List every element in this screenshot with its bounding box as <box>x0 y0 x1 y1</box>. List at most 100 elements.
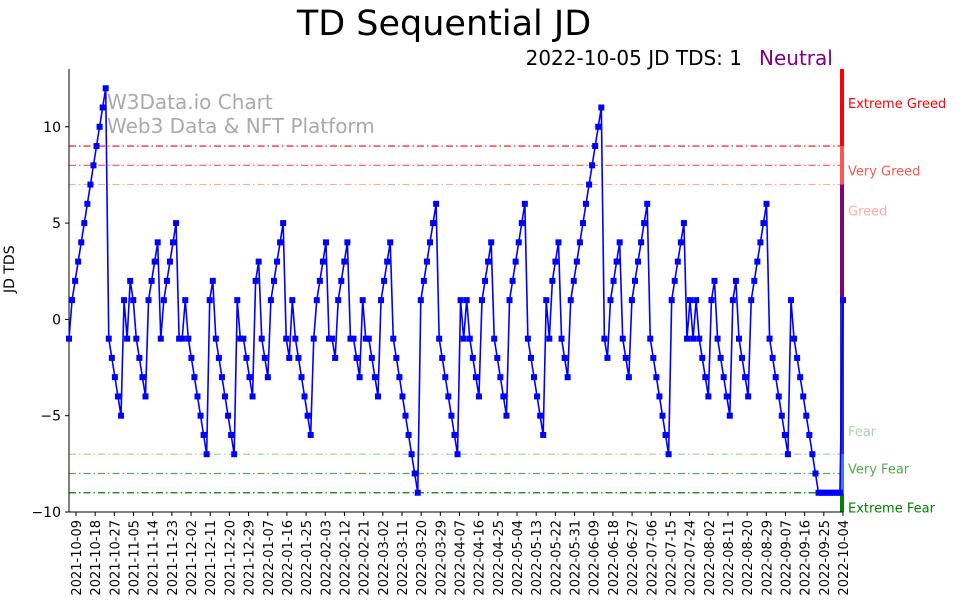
data-point <box>130 297 137 304</box>
data-point <box>423 258 430 265</box>
data-point <box>635 258 642 265</box>
data-point <box>739 354 746 361</box>
x-tick-label: 2021-12-11 <box>204 520 219 596</box>
data-point <box>564 374 571 381</box>
zone-bar-segment <box>840 69 844 147</box>
data-point <box>200 431 207 438</box>
data-point <box>124 335 131 342</box>
x-tick-label: 2022-02-12 <box>338 520 353 596</box>
data-point <box>237 335 244 342</box>
data-point <box>763 200 770 207</box>
x-tick-label: 2022-08-02 <box>703 520 718 596</box>
data-point <box>414 489 421 496</box>
data-point <box>433 200 440 207</box>
data-point <box>735 335 742 342</box>
data-point <box>188 354 195 361</box>
zone-bar-segment <box>840 454 844 493</box>
data-point <box>436 335 443 342</box>
data-point <box>573 258 580 265</box>
data-point <box>607 297 614 304</box>
x-tick-label: 2022-07-24 <box>684 520 699 596</box>
data-point <box>576 239 583 246</box>
data-point <box>66 335 72 342</box>
data-point <box>506 297 513 304</box>
data-point <box>638 239 645 246</box>
x-tick-label: 2022-01-16 <box>281 520 296 596</box>
data-point <box>121 297 128 304</box>
data-point <box>283 335 290 342</box>
data-point <box>426 239 433 246</box>
data-point <box>671 277 678 284</box>
data-point <box>319 258 326 265</box>
data-point <box>555 239 562 246</box>
data-point <box>191 374 198 381</box>
x-tick-label: 2021-10-18 <box>89 520 104 596</box>
data-point <box>393 354 400 361</box>
data-point <box>631 277 638 284</box>
data-point <box>687 297 694 304</box>
data-point <box>160 297 167 304</box>
data-point <box>748 297 755 304</box>
data-point <box>500 393 507 400</box>
data-point <box>371 374 378 381</box>
data-point <box>118 412 125 419</box>
data-point <box>145 297 152 304</box>
data-point <box>775 393 782 400</box>
data-point <box>558 335 565 342</box>
data-point <box>136 354 143 361</box>
data-point <box>512 258 519 265</box>
data-point <box>742 374 749 381</box>
x-tick-label: 2022-03-29 <box>434 520 449 596</box>
data-point <box>696 335 703 342</box>
data-point <box>420 277 427 284</box>
data-point <box>408 451 415 458</box>
data-point <box>518 220 525 227</box>
data-point <box>384 258 391 265</box>
data-point <box>255 258 262 265</box>
data-point <box>209 277 216 284</box>
data-point <box>197 412 204 419</box>
data-point <box>173 220 180 227</box>
x-tick-label: 2021-12-20 <box>223 520 238 596</box>
data-point <box>280 220 287 227</box>
data-point <box>105 335 112 342</box>
x-tick-label: 2022-02-21 <box>358 520 373 596</box>
data-point <box>628 297 635 304</box>
data-point <box>353 354 360 361</box>
data-point <box>589 162 596 169</box>
data-point <box>295 354 302 361</box>
data-point <box>668 297 675 304</box>
data-point <box>803 412 810 419</box>
data-point <box>561 354 568 361</box>
data-point <box>417 297 424 304</box>
data-point <box>531 374 538 381</box>
data-point <box>399 393 406 400</box>
data-point <box>451 431 458 438</box>
data-point <box>653 374 660 381</box>
data-point <box>322 239 329 246</box>
data-point <box>479 297 486 304</box>
data-point <box>445 393 452 400</box>
watermark-line-2: Web3 Data & NFT Platform <box>107 114 375 138</box>
data-point <box>579 220 586 227</box>
data-point <box>139 374 146 381</box>
data-point <box>344 239 351 246</box>
x-tick-label: 2022-10-04 <box>837 520 852 596</box>
data-point <box>549 277 556 284</box>
data-point <box>757 239 764 246</box>
data-point <box>546 335 553 342</box>
data-point <box>472 374 479 381</box>
data-point <box>347 335 354 342</box>
data-point <box>754 258 761 265</box>
x-tick-label: 2022-04-16 <box>473 520 488 596</box>
data-point <box>96 123 103 130</box>
data-point <box>463 297 470 304</box>
data-point <box>527 354 534 361</box>
data-point <box>341 258 348 265</box>
data-point <box>249 393 256 400</box>
data-point <box>102 85 109 92</box>
data-point <box>240 335 247 342</box>
data-point <box>827 489 834 496</box>
data-point <box>570 277 577 284</box>
data-point <box>745 393 752 400</box>
